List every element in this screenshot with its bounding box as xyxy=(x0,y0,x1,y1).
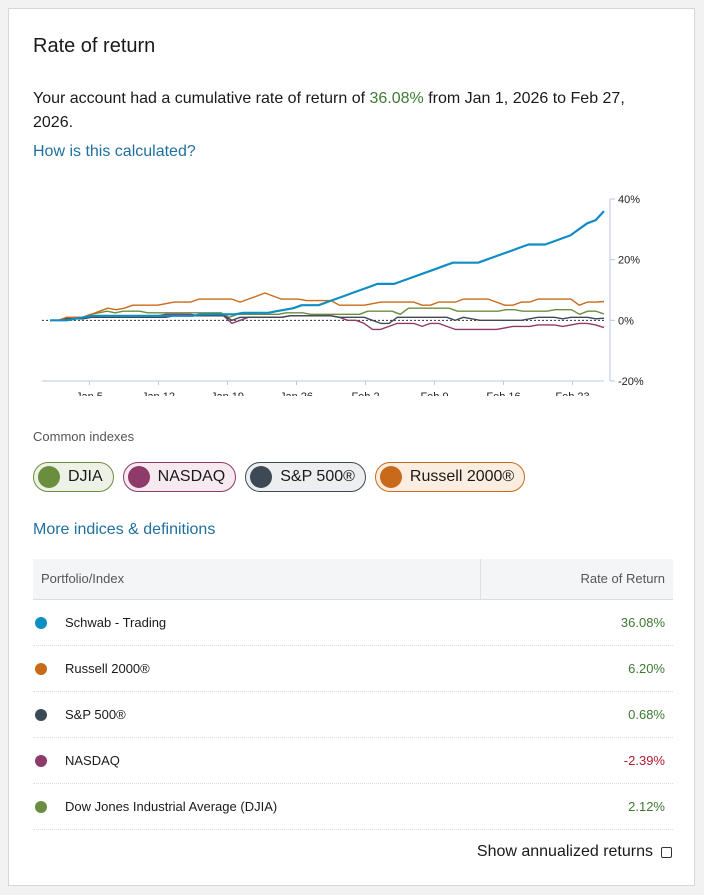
x-tick-label: Feb 16 xyxy=(486,391,520,396)
annualized-checkbox[interactable] xyxy=(661,846,672,858)
chip-nasdaq[interactable]: NASDAQ xyxy=(122,462,237,492)
row-name: S&P 500® xyxy=(65,707,126,722)
summary-suffix: from Jan 1, 2026 to Feb 27, 2026. xyxy=(33,90,625,131)
chip-sp500-label: S&P 500® xyxy=(280,468,355,485)
series-line-sp xyxy=(50,315,605,325)
return-summary: Your account had a cumulative rate of re… xyxy=(33,87,653,135)
djia-dot xyxy=(35,800,47,813)
rate-of-return-chart: 40% 20% 0% -20% Jan 5 Jan 12 Jan 19 Jan 26 Feb 2… xyxy=(42,194,644,396)
series-line-russell xyxy=(50,292,605,322)
x-tick-label: Jan 5 xyxy=(76,391,103,396)
row-name: Schwab - Trading xyxy=(65,615,167,630)
row-value: -2.39% xyxy=(623,753,665,768)
table-row: S&P 500® 0.68% xyxy=(33,692,673,738)
table-header: Portfolio/Index Rate of Return xyxy=(33,559,673,600)
series-line-djia xyxy=(50,307,605,322)
nasdaq-color-dot xyxy=(127,466,150,488)
rate-of-return-card: Rate of return Your account had a cumula… xyxy=(8,8,695,886)
index-chips: DJIA NASDAQ S&P 500® Russell 2000® xyxy=(33,462,526,492)
series-line-schwab xyxy=(50,210,605,322)
annualized-returns-toggle: Show annualized returns xyxy=(477,843,672,861)
sp500-dot xyxy=(35,708,47,721)
page-title: Rate of return xyxy=(33,35,156,57)
x-tick-label: Jan 26 xyxy=(280,391,313,396)
x-tick-label: Feb 9 xyxy=(420,391,448,396)
annualized-label: Show annualized returns xyxy=(476,843,653,860)
header-portfolio-index[interactable]: Portfolio/Index xyxy=(33,559,481,599)
summary-prefix: Your account had a cumulative rate of re… xyxy=(33,90,370,107)
sp500-color-dot xyxy=(250,466,273,488)
x-tick-label: Jan 19 xyxy=(211,391,244,396)
row-name: Dow Jones Industrial Average (DJIA) xyxy=(65,799,278,814)
nasdaq-dot xyxy=(35,754,47,767)
row-value: 2.12% xyxy=(628,799,665,814)
row-value: 36.08% xyxy=(620,615,665,630)
chip-russell-label: Russell 2000® xyxy=(409,468,515,485)
chip-sp500[interactable]: S&P 500® xyxy=(245,462,366,492)
x-tick-label: Jan 12 xyxy=(142,391,175,396)
chip-djia-label: DJIA xyxy=(68,468,103,485)
x-tick-label: Feb 23 xyxy=(555,391,589,396)
x-tick-label: Feb 2 xyxy=(351,391,379,396)
row-value: 6.20% xyxy=(628,661,665,676)
y-tick-label: 20% xyxy=(618,255,640,267)
row-name: NASDAQ xyxy=(65,753,120,768)
header-rate-of-return[interactable]: Rate of Return xyxy=(580,571,665,586)
y-tick-label: 40% xyxy=(618,194,640,206)
row-name: Russell 2000® xyxy=(65,661,150,676)
more-indices-link[interactable]: More indices & definitions xyxy=(33,521,216,538)
chip-nasdaq-label: NASDAQ xyxy=(157,468,226,485)
y-tick-label: 0% xyxy=(618,315,634,327)
cumulative-return-value: 36.08% xyxy=(369,90,424,107)
row-value: 0.68% xyxy=(628,707,665,722)
russell-color-dot xyxy=(379,466,402,488)
chip-russell2000[interactable]: Russell 2000® xyxy=(374,462,526,492)
y-tick-label: -20% xyxy=(618,376,644,388)
table-row: Dow Jones Industrial Average (DJIA) 2.12… xyxy=(33,784,673,830)
russell-dot xyxy=(35,662,47,675)
schwab-dot xyxy=(35,616,47,629)
table-row: Schwab - Trading 36.08% xyxy=(33,600,673,646)
table-row: NASDAQ -2.39% xyxy=(33,738,673,784)
table-row: Russell 2000® 6.20% xyxy=(33,646,673,692)
chip-djia[interactable]: DJIA xyxy=(33,462,114,492)
djia-color-dot xyxy=(38,466,60,488)
returns-table: Portfolio/Index Rate of Return Schwab - … xyxy=(33,559,673,830)
how-calculated-link[interactable]: How is this calculated? xyxy=(33,143,196,160)
common-indexes-label: Common indexes xyxy=(33,429,135,444)
